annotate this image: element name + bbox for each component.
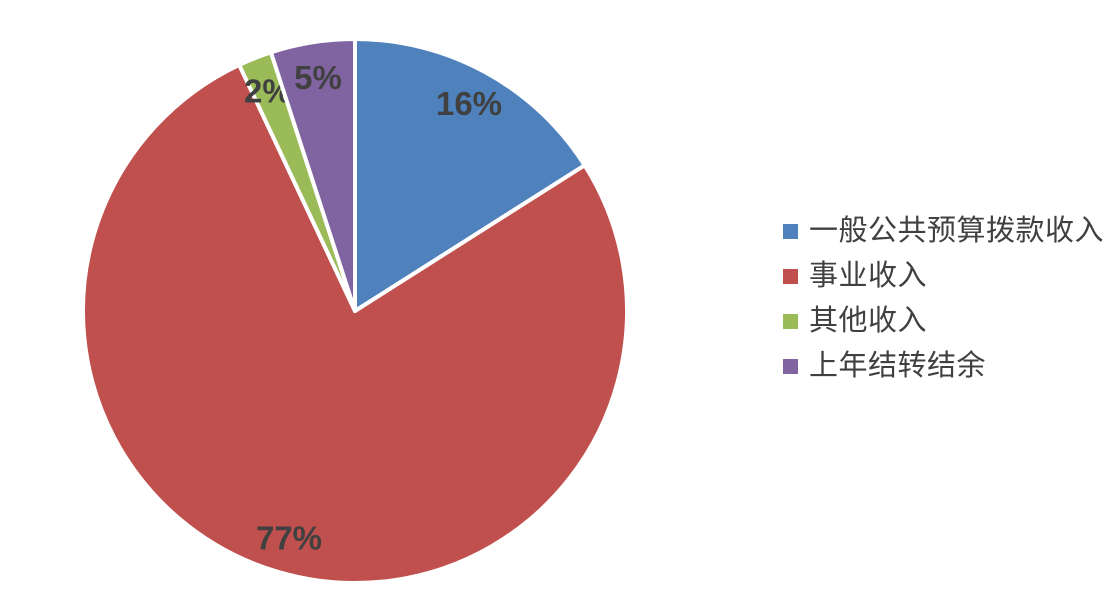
pie-data-label-3: 5% xyxy=(294,59,342,96)
chart-legend: 一般公共预算拨款收入 事业收入 其他收入 上年结转结余 xyxy=(783,216,1104,382)
legend-label: 事业收入 xyxy=(809,260,928,292)
legend-item-carryover-balance: 上年结转结余 xyxy=(783,351,1104,382)
legend-swatch-blue xyxy=(783,224,798,239)
legend-label: 上年结转结余 xyxy=(809,350,987,382)
legend-label: 一般公共预算拨款收入 xyxy=(809,215,1105,247)
legend-swatch-green xyxy=(783,314,798,329)
pie-slice-0 xyxy=(353,37,587,313)
pie-data-label-0: 16% xyxy=(436,85,502,122)
pie-slice-3 xyxy=(268,37,357,313)
legend-swatch-purple xyxy=(783,359,798,374)
legend-item-business-income: 事业收入 xyxy=(783,261,1104,292)
legend-item-other-income: 其他收入 xyxy=(783,306,1104,337)
legend-label: 其他收入 xyxy=(809,305,928,337)
legend-item-general-public-budget: 一般公共预算拨款收入 xyxy=(783,216,1104,247)
pie-slice-1 xyxy=(81,62,629,585)
pie-data-label-1: 77% xyxy=(256,520,322,557)
legend-swatch-red xyxy=(783,269,798,284)
